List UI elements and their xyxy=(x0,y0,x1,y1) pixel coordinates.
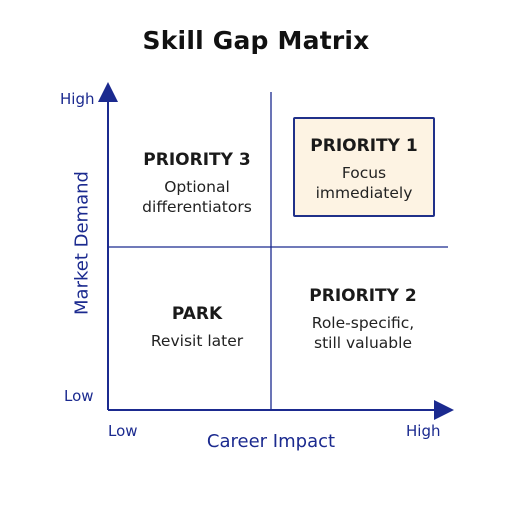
quadrant-bottom-left: PARK Revisit later xyxy=(122,303,272,351)
quadrant-desc-line: differentiators xyxy=(142,198,252,216)
x-axis-low-label: Low xyxy=(108,422,138,440)
quadrant-heading: PARK xyxy=(171,304,223,324)
quadrant-desc-line: immediately xyxy=(315,184,413,202)
quadrant-description: Focus immediately xyxy=(289,163,439,203)
quadrant-desc-line: still valuable xyxy=(314,334,412,352)
quadrant-description: Revisit later xyxy=(122,331,272,351)
quadrant-desc-line: Role-specific, xyxy=(311,314,415,332)
diagram-title: Skill Gap Matrix xyxy=(142,26,370,55)
x-axis-title: Career Impact xyxy=(206,431,336,452)
x-axis-high-label: High xyxy=(406,422,441,440)
quadrant-bottom-right: PRIORITY 2 Role-specific, still valuable xyxy=(285,285,441,353)
quadrant-desc-line: Focus xyxy=(341,164,387,182)
quadrant-heading: PRIORITY 3 xyxy=(143,150,251,170)
quadrant-top-left: PRIORITY 3 Optional differentiators xyxy=(122,149,272,217)
quadrant-heading: PRIORITY 1 xyxy=(310,136,418,156)
quadrant-desc-line: Optional xyxy=(164,178,230,196)
quadrant-desc-line: Revisit later xyxy=(150,332,244,350)
priority-1-highlight-box xyxy=(293,117,435,217)
y-axis-high-label: High xyxy=(60,90,95,108)
y-axis-low-label: Low xyxy=(64,387,94,405)
quadrant-top-right: PRIORITY 1 Focus immediately xyxy=(289,135,439,203)
quadrant-heading: PRIORITY 2 xyxy=(309,286,417,306)
quadrant-description: Role-specific, still valuable xyxy=(285,313,441,353)
y-axis-title: Market Demand xyxy=(71,171,93,315)
quadrant-description: Optional differentiators xyxy=(122,177,272,217)
